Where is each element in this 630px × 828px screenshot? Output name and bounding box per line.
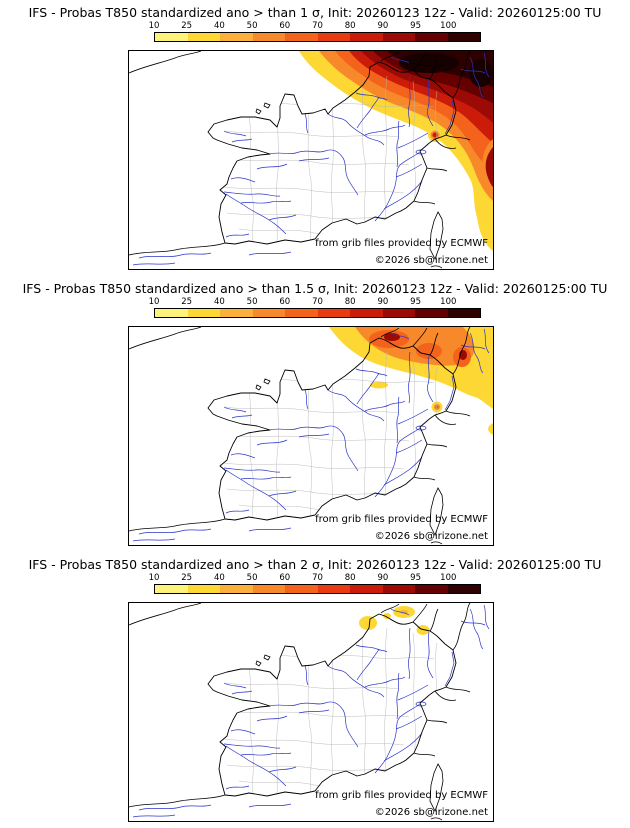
colorbar-segment [187,585,220,593]
france-map-svg [129,51,493,269]
colorbar-tick: 60 [279,21,291,31]
colorbar-segment [285,585,318,593]
colorbar-segment [415,585,448,593]
ecmwf-attribution: from grib files provided by ECMWF [315,790,488,801]
colorbar-segment [382,309,415,317]
panel-title: IFS - Probas T850 standardized ano > tha… [28,5,602,20]
probability-shading-1-5sigma [329,327,493,435]
colorbar-gradient [154,584,481,594]
colorbar-tick: 70 [312,21,323,31]
colorbar-segment [447,585,480,593]
colorbar-tick: 90 [377,297,389,307]
colorbar-gradient [154,308,481,318]
colorbar-tick: 95 [410,573,422,583]
colorbar-tick: 25 [181,21,193,31]
colorbar-segment [285,309,318,317]
colorbar-segment [220,585,253,593]
colorbar-tick: 80 [344,297,356,307]
colorbar-tick: 50 [246,21,258,31]
colorbar-tick: 100 [440,21,457,31]
colorbar-tick-labels: 10 25 40 50 60 70 80 90 95 100 [149,573,481,584]
colorbar-segment [350,309,383,317]
colorbar-segment [252,309,285,317]
probability-map-panel-2: IFS - Probas T850 standardized ano > tha… [0,276,630,552]
probability-colorbar: 10 25 40 50 60 70 80 90 95 100 [149,573,481,594]
colorbar-segment [252,33,285,41]
colorbar-segment [187,33,220,41]
colorbar-segment [155,585,188,593]
probability-map-panel-1: IFS - Probas T850 standardized ano > tha… [0,0,630,276]
probability-map-panel-3: IFS - Probas T850 standardized ano > tha… [0,552,630,828]
colorbar-segment [415,33,448,41]
colorbar-gradient [154,32,481,42]
colorbar-segment [447,309,480,317]
colorbar-tick: 70 [312,573,323,583]
colorbar-segment [252,585,285,593]
colorbar-tick: 100 [440,297,457,307]
colorbar-tick-labels: 10 25 40 50 60 70 80 90 95 100 [149,21,481,32]
france-map-canvas: from grib files provided by ECMWF ©2026 … [128,50,494,270]
colorbar-segment [285,33,318,41]
ecmwf-attribution: from grib files provided by ECMWF [315,238,488,249]
probability-shading-2sigma [359,606,430,635]
colorbar-tick: 10 [148,21,160,31]
colorbar-tick: 90 [377,573,389,583]
colorbar-segment [317,585,350,593]
colorbar-tick: 25 [181,297,193,307]
panel-title: IFS - Probas T850 standardized ano > tha… [22,281,608,296]
probability-colorbar: 10 25 40 50 60 70 80 90 95 100 [149,21,481,42]
probability-shading-1sigma [299,51,493,251]
colorbar-tick: 40 [213,573,225,583]
colorbar-tick: 90 [377,21,389,31]
panel-title: IFS - Probas T850 standardized ano > tha… [28,557,602,572]
colorbar-segment [220,33,253,41]
probability-colorbar: 10 25 40 50 60 70 80 90 95 100 [149,297,481,318]
colorbar-tick: 50 [246,573,258,583]
colorbar-tick: 100 [440,573,457,583]
colorbar-segment [350,585,383,593]
copyright-notice: ©2026 sb@irizone.net [374,255,488,266]
colorbar-tick: 80 [344,21,356,31]
colorbar-tick: 50 [246,297,258,307]
france-map-canvas: from grib files provided by ECMWF ©2026 … [128,602,494,822]
copyright-notice: ©2026 sb@irizone.net [374,807,488,818]
colorbar-tick: 40 [213,21,225,31]
colorbar-tick: 80 [344,573,356,583]
copyright-notice: ©2026 sb@irizone.net [374,531,488,542]
colorbar-tick-labels: 10 25 40 50 60 70 80 90 95 100 [149,297,481,308]
france-map-canvas: from grib files provided by ECMWF ©2026 … [128,326,494,546]
colorbar-segment [350,33,383,41]
colorbar-segment [220,309,253,317]
colorbar-segment [317,33,350,41]
colorbar-tick: 10 [148,573,160,583]
colorbar-segment [155,33,188,41]
colorbar-segment [187,309,220,317]
colorbar-segment [155,309,188,317]
colorbar-tick: 60 [279,573,291,583]
colorbar-tick: 95 [410,21,422,31]
france-map-svg [129,603,493,821]
colorbar-tick: 60 [279,297,291,307]
colorbar-tick: 95 [410,297,422,307]
colorbar-segment [317,309,350,317]
colorbar-segment [447,33,480,41]
ecmwf-attribution: from grib files provided by ECMWF [315,514,488,525]
colorbar-tick: 70 [312,297,323,307]
colorbar-tick: 40 [213,297,225,307]
colorbar-segment [382,33,415,41]
colorbar-segment [382,585,415,593]
france-map-svg [129,327,493,545]
colorbar-tick: 10 [148,297,160,307]
colorbar-segment [415,309,448,317]
colorbar-tick: 25 [181,573,193,583]
